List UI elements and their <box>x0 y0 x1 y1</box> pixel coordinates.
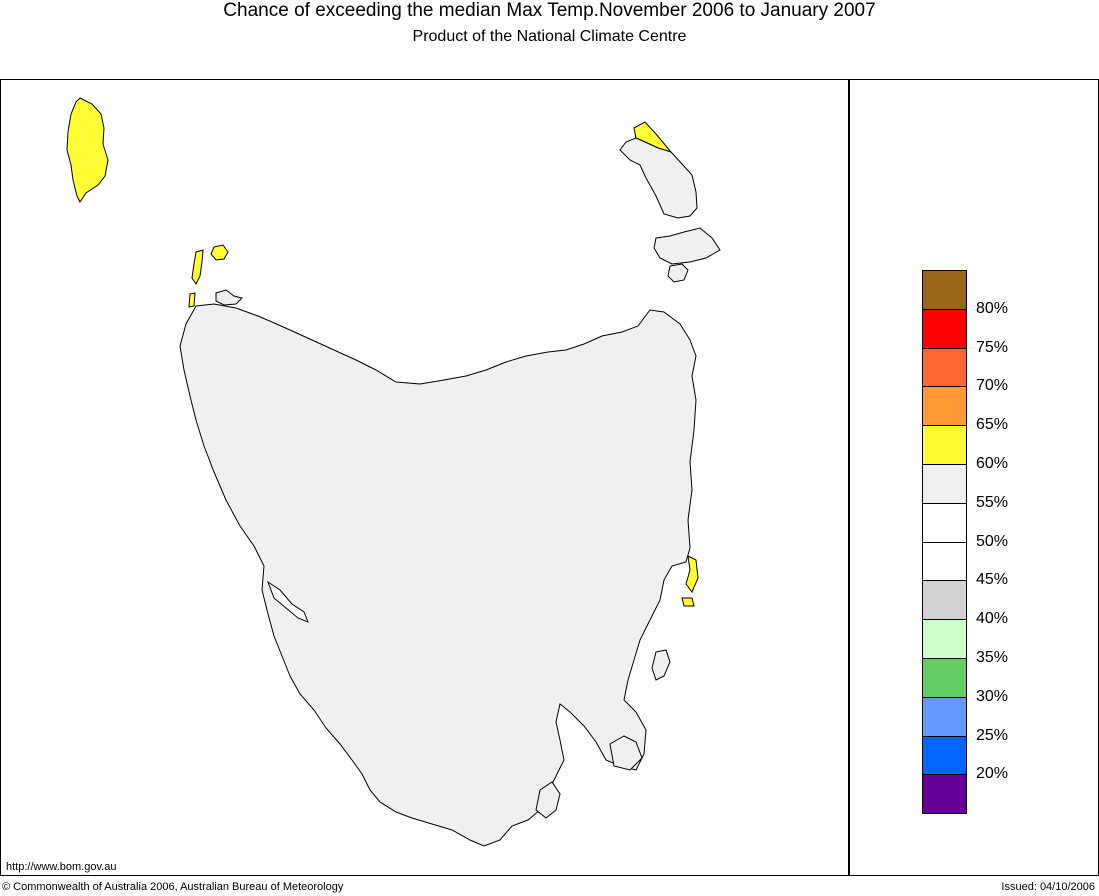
robbins-island <box>215 289 243 306</box>
three-hummock-island <box>191 249 204 285</box>
legend-label: 40% <box>976 610 1009 628</box>
legend-swatch <box>922 347 967 388</box>
legend-swatch <box>922 541 967 582</box>
macquarie-harbour <box>266 580 309 623</box>
legend-swatch <box>922 658 967 698</box>
legend-swatch <box>922 774 967 815</box>
legend-label: 35% <box>976 649 1009 666</box>
legend-label: 75% <box>976 338 1009 356</box>
maria-island <box>651 649 671 681</box>
hunter-island-tip <box>188 292 196 308</box>
legend-swatch <box>922 502 967 543</box>
legend-label: 80% <box>976 299 1009 317</box>
legend-label: 60% <box>976 455 1009 472</box>
robbins-island-small <box>210 244 229 261</box>
legend-swatch <box>922 580 967 621</box>
legend-label: 55% <box>976 493 1009 511</box>
copyright-notice: © Commonwealth of Australia 2006, Austra… <box>2 881 344 893</box>
schouten-island <box>681 597 695 607</box>
source-url[interactable]: http://www.bom.gov.au <box>6 861 117 873</box>
legend-swatch <box>922 735 967 776</box>
legend-label: 25% <box>976 726 1009 744</box>
bruny-island <box>535 781 561 819</box>
tasmania-mainland <box>179 303 697 847</box>
clarke-island <box>667 263 689 283</box>
tasmania-map <box>66 97 721 847</box>
legend-swatch <box>922 464 967 504</box>
legend-swatch <box>922 270 967 310</box>
legend-swatch <box>922 386 967 427</box>
map-subtitle: Product of the National Climate Centre <box>412 28 687 45</box>
flinders-island <box>619 137 698 219</box>
legend-label: 45% <box>976 571 1009 589</box>
issued-date: Issued: 04/10/2006 <box>1001 881 1095 893</box>
legend-label: 65% <box>976 416 1009 434</box>
legend-label: 50% <box>976 532 1009 550</box>
freycinet-island <box>685 555 699 593</box>
map-frame <box>0 79 849 876</box>
legend-label: 70% <box>976 377 1009 395</box>
tasman-peninsula <box>609 735 643 771</box>
map-title: Chance of exceeding the median Max Temp.… <box>223 0 876 21</box>
legend-swatch <box>922 425 967 466</box>
king-island <box>66 97 109 203</box>
legend-swatch <box>922 308 967 349</box>
legend-label: 20% <box>976 765 1009 783</box>
cape-barren-island <box>653 227 721 265</box>
legend-swatch <box>922 696 967 737</box>
legend-label: 30% <box>976 687 1009 705</box>
legend-frame <box>849 79 1099 876</box>
legend-swatch <box>922 619 967 660</box>
